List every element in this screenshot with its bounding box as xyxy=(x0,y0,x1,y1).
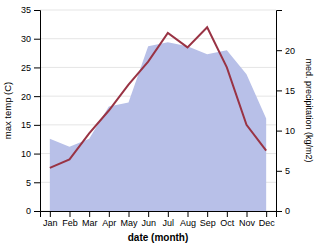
y-axis: 0 5 10 15 20 25 30 35 xyxy=(21,5,41,216)
chart-container: Jan Feb Mar Apr MayJun Jul Aug Sep Oct NovDec 0 5 10… xyxy=(0,0,318,247)
tick: 5 xyxy=(276,166,290,176)
tick-label: Jun xyxy=(141,218,156,228)
tick-label: 0 xyxy=(26,206,31,216)
tick-mark xyxy=(207,211,208,217)
grid xyxy=(40,10,276,211)
tick: 30 xyxy=(21,34,40,44)
tick-label: 20 xyxy=(285,46,295,56)
tick-label: Oct xyxy=(220,218,235,228)
tick-mark xyxy=(227,211,228,217)
tick-mark xyxy=(276,90,282,91)
precip-area xyxy=(50,42,266,211)
chart: Jan Feb Mar Apr MayJun Jul Aug Sep Oct NovDec 0 5 10… xyxy=(0,0,318,247)
tick-label: Mar xyxy=(82,218,98,228)
tick-mark xyxy=(70,211,71,217)
grid-line xyxy=(40,10,276,11)
tick-label: 10 xyxy=(21,149,31,159)
tick-mark xyxy=(168,211,169,217)
tick-mark xyxy=(247,211,248,217)
temp-line xyxy=(50,27,266,168)
tick: Jun xyxy=(141,211,156,228)
tick-mark xyxy=(34,154,40,155)
tick-mark xyxy=(266,211,267,217)
tick: 35 xyxy=(21,5,40,15)
grid-line xyxy=(40,38,276,39)
tick: Jul xyxy=(163,211,175,228)
tick: Feb xyxy=(62,211,78,228)
tick-label: Feb xyxy=(62,218,78,228)
tick-mark xyxy=(276,211,282,212)
tick-mark xyxy=(34,211,40,212)
tick: 15 xyxy=(21,120,40,130)
tick-label: Apr xyxy=(102,218,116,228)
tick: Apr xyxy=(102,211,116,228)
tick: 20 xyxy=(21,92,40,102)
tick-mark xyxy=(276,171,282,172)
tick-label: 10 xyxy=(285,126,295,136)
x-axis-title: date (month) xyxy=(128,232,189,243)
tick: 5 xyxy=(26,178,40,188)
y-axis-title: max temp (C) xyxy=(2,82,13,140)
tick: 0 xyxy=(276,206,290,216)
tick: 20 xyxy=(276,46,295,56)
tick-label: 30 xyxy=(21,34,31,44)
tick-mark xyxy=(34,10,40,11)
tick: 10 xyxy=(21,149,40,159)
tick: Dec xyxy=(259,211,276,228)
tick-label: May xyxy=(120,218,138,228)
tick-mark xyxy=(109,211,110,217)
tick-label: 20 xyxy=(21,92,31,102)
tick: Nov xyxy=(239,211,256,228)
tick-mark xyxy=(34,67,40,68)
tick-mark xyxy=(34,125,40,126)
tick-label: Aug xyxy=(180,218,196,228)
tick: Mar xyxy=(82,211,98,228)
tick: 0 xyxy=(26,206,40,216)
tick-label: 25 xyxy=(21,63,31,73)
tick: 25 xyxy=(21,63,40,73)
x-axis: Jan Feb Mar Apr MayJun Jul Aug Sep Oct NovDec xyxy=(41,211,277,228)
tick: 10 xyxy=(276,126,295,136)
tick: 15 xyxy=(276,86,295,96)
axis-line xyxy=(41,212,277,218)
tick-label: 5 xyxy=(285,166,290,176)
tick-mark xyxy=(148,211,149,217)
tick-mark xyxy=(34,182,40,183)
y2-axis-title: med. precipitation (kg/m2) xyxy=(304,58,314,162)
tick-mark xyxy=(129,211,130,217)
tick-label: 15 xyxy=(285,86,295,96)
tick: Sep xyxy=(200,211,216,228)
tick: May xyxy=(120,211,138,228)
tick: Aug xyxy=(180,211,196,228)
tick: Oct xyxy=(220,211,235,228)
tick-mark xyxy=(188,211,189,217)
tick-label: Jan xyxy=(43,218,58,228)
axis-line xyxy=(277,11,283,212)
y2-axis: 0 5 10 15 20 xyxy=(276,11,295,217)
tick-label: Dec xyxy=(259,218,276,228)
tick-label: Jul xyxy=(163,218,175,228)
tick-label: 0 xyxy=(285,206,290,216)
tick-label: Sep xyxy=(200,218,216,228)
axis-line xyxy=(34,11,41,212)
tick-mark xyxy=(89,211,90,217)
tick-label: 5 xyxy=(26,178,31,188)
tick-mark xyxy=(276,131,282,132)
tick: Jan xyxy=(43,211,58,228)
tick-mark xyxy=(34,39,40,40)
tick-label: Nov xyxy=(239,218,256,228)
tick-mark xyxy=(50,211,51,217)
tick-mark xyxy=(34,96,40,97)
plot-area xyxy=(50,27,266,211)
tick-label: 35 xyxy=(21,5,31,15)
tick-label: 15 xyxy=(21,120,31,130)
tick-mark xyxy=(276,50,282,51)
